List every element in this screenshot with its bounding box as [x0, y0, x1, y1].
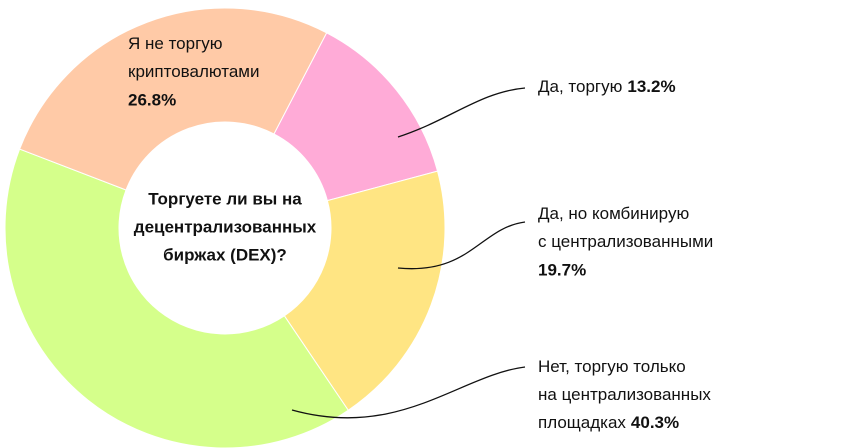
category-label: Да, но комбинирую [538, 204, 689, 223]
category-label-text: Нет, торгую только [538, 357, 686, 376]
value-label: 26.8% [128, 90, 176, 109]
category-label-text: Я не торгую [128, 34, 223, 53]
category-label: криптовалютами [128, 62, 259, 81]
donut-slice [18, 7, 328, 191]
leader-line [291, 366, 526, 419]
category-label: Я не торгую [128, 34, 223, 53]
category-label-text: Да, торгую [538, 77, 623, 96]
donut-slice [283, 170, 446, 411]
category-label: с централизованными [538, 232, 713, 251]
value-label: 19.7% [538, 260, 586, 279]
center-title: биржах (DEX)? [163, 245, 287, 264]
category-label-text: с централизованными [538, 232, 713, 251]
value-label: 40.3% [631, 413, 679, 432]
category-label-text: криптовалютами [128, 62, 259, 81]
category-label: Нет, торгую только [538, 357, 686, 376]
leader-line [397, 87, 526, 138]
center-title: Торгуете ли вы на [148, 189, 302, 208]
donut-slice [4, 148, 349, 448]
category-label: Да, торгую 13.2% [538, 77, 676, 96]
category-label-text: на централизованных [538, 385, 711, 404]
value-label: 13.2% [627, 77, 675, 96]
category-label-text: площадках [538, 413, 626, 432]
category-label-text: Да, но комбинирую [538, 204, 689, 223]
center-title: децентрализованных [134, 217, 317, 236]
leader-line [397, 221, 526, 270]
category-label: площадках 40.3% [538, 413, 679, 432]
category-label: на централизованных [538, 385, 711, 404]
